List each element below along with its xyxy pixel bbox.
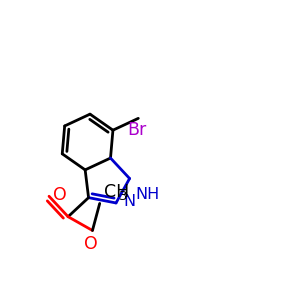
Text: NH: NH xyxy=(135,187,159,202)
Text: 3: 3 xyxy=(119,190,127,203)
Text: Br: Br xyxy=(127,121,146,139)
Text: O: O xyxy=(84,235,98,253)
Text: N: N xyxy=(123,194,136,209)
Text: CH: CH xyxy=(104,182,129,200)
Text: O: O xyxy=(53,186,67,204)
